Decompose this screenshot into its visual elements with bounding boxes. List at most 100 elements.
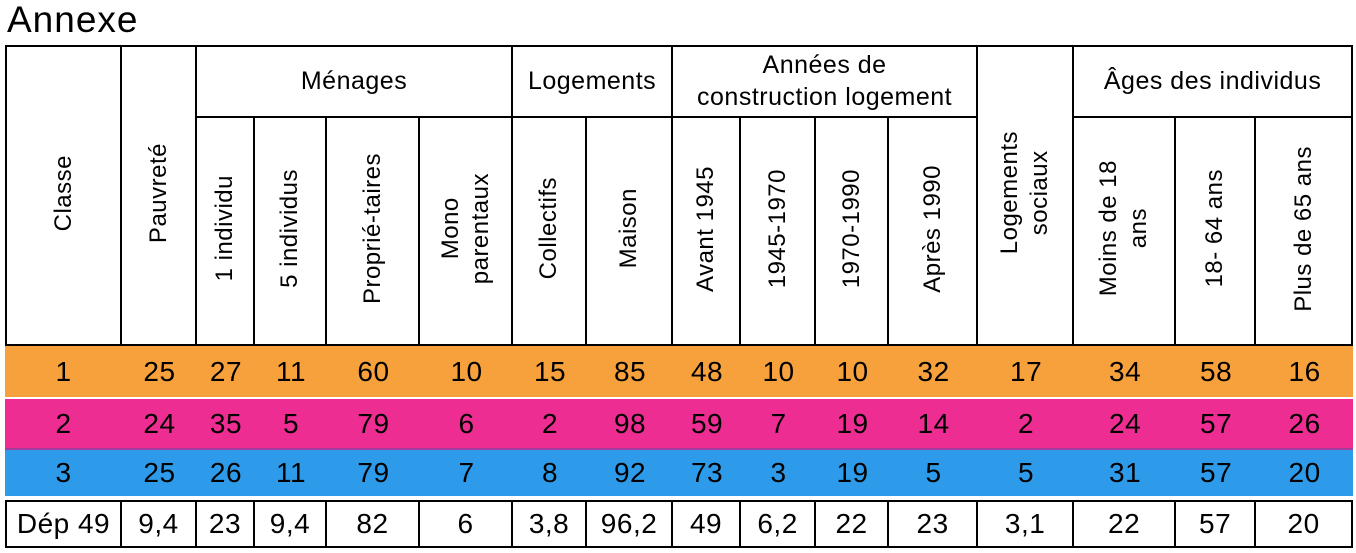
header-apres-1990: Après 1990 xyxy=(889,118,979,346)
cell: 20 xyxy=(1256,448,1354,500)
row-label: 2 xyxy=(5,397,122,448)
header-maison: Maison xyxy=(587,118,674,346)
cell: 26 xyxy=(1256,397,1354,448)
header-mono-parentaux-label: Mono parentaux xyxy=(436,173,496,284)
header-maison-label: Maison xyxy=(615,188,643,269)
header-1-individu-label: 1 individu xyxy=(211,175,238,282)
cell: 9,4 xyxy=(122,500,197,548)
cell: 23 xyxy=(889,500,979,548)
cell: 7 xyxy=(420,448,514,500)
cell: 19 xyxy=(816,448,890,500)
header-collectifs-label: Collectifs xyxy=(535,177,563,280)
cell: 82 xyxy=(327,500,420,548)
cell: 24 xyxy=(1074,397,1177,448)
cell: 10 xyxy=(450,355,483,387)
mono-line1: Mono xyxy=(436,197,464,260)
row-label: 3 xyxy=(5,448,122,500)
cell: 3,1 xyxy=(978,500,1075,548)
cell: 79 xyxy=(327,397,420,448)
group-menages: Ménages xyxy=(197,45,514,118)
cell: 73 xyxy=(673,448,742,500)
cell: 26 xyxy=(197,448,255,500)
cell: 20 xyxy=(1256,500,1354,548)
cell: 5 xyxy=(889,448,979,500)
header-18-64-ans-label: 18- 64 ans xyxy=(1201,169,1229,288)
group-logements: Logements xyxy=(513,45,674,118)
group-ages: Âges des individus xyxy=(1074,45,1354,118)
cell: 6 xyxy=(420,500,514,548)
header-classe-label: Classe xyxy=(49,154,77,232)
cell: 58 xyxy=(1200,355,1233,387)
header-1970-1990-label: 1970-1990 xyxy=(837,168,865,289)
header-pauvrete-label: Pauvreté xyxy=(144,142,172,244)
header-logements-sociaux: Logements sociaux xyxy=(978,45,1075,346)
page-title: Annexe xyxy=(7,0,139,40)
header-plus-65-ans: Plus de 65 ans xyxy=(1256,118,1354,346)
table-row-class-2: 2 24 35 5 79 6 2 98 59 7 19 14 2 24 57 2… xyxy=(5,397,1354,448)
header-apres-1990-label: Après 1990 xyxy=(918,164,946,293)
cell: 5 xyxy=(978,448,1075,500)
header-moins-18-ans: Moins de 18 ans xyxy=(1074,118,1177,346)
header-mono-parentaux: Mono parentaux xyxy=(420,118,514,346)
cell: 57 xyxy=(1176,448,1257,500)
header-5-individus-label: 5 individus xyxy=(276,169,303,288)
header-1-individu: 1 individu xyxy=(197,118,255,346)
moins-18-line2: ans xyxy=(1125,208,1153,249)
cell: 7 xyxy=(741,397,817,448)
cell: 11 xyxy=(255,448,327,500)
cell: 19 xyxy=(816,397,890,448)
cell: 23 xyxy=(197,500,255,548)
cell: 27 xyxy=(209,355,243,387)
cell: 31 xyxy=(1074,448,1177,500)
row-label: Dép 49 xyxy=(5,500,122,548)
cell: 24 xyxy=(122,397,197,448)
cell: 96,2 xyxy=(587,500,674,548)
logements-sociaux-line2: sociaux xyxy=(1026,150,1054,236)
cell: 14 xyxy=(889,397,979,448)
cell: 85 xyxy=(613,355,647,387)
group-annees-line2: construction logement xyxy=(697,82,953,111)
cell: 11 xyxy=(275,355,307,387)
cell: 34 xyxy=(1109,355,1142,387)
cell: 2 xyxy=(978,397,1075,448)
table-row-class-1: 1 25 27 11 60 10 15 85 48 10 10 32 17 34… xyxy=(5,346,1354,397)
cell: 60 xyxy=(357,355,390,387)
annex-table: Classe Pauvreté Ménages Logements Années… xyxy=(5,45,1354,548)
mono-line2: parentaux xyxy=(466,172,494,285)
table-row-dep-49: Dép 49 9,4 23 9,4 82 6 3,8 96,2 49 6,2 2… xyxy=(5,500,1354,548)
cell: 10 xyxy=(836,355,869,387)
group-header-row: Classe Pauvreté Ménages Logements Années… xyxy=(5,45,1354,346)
cell: 22 xyxy=(1074,500,1177,548)
header-18-64-ans: 18- 64 ans xyxy=(1176,118,1257,346)
header-5-individus: 5 individus xyxy=(255,118,327,346)
cell: 6 xyxy=(420,397,514,448)
cell: 5 xyxy=(255,397,327,448)
moins-18-line1: Moins de 18 xyxy=(1095,160,1123,297)
header-pauvrete: Pauvreté xyxy=(122,45,197,346)
cell: 35 xyxy=(197,397,255,448)
header-avant-1945-label: Avant 1945 xyxy=(692,165,720,292)
header-moins-18-ans-label: Moins de 18 ans xyxy=(1094,160,1154,296)
logements-sociaux-line1: Logements xyxy=(996,131,1024,255)
header-avant-1945: Avant 1945 xyxy=(673,118,742,346)
group-annees-construction: Années de construction logement xyxy=(673,45,979,118)
cell: 49 xyxy=(673,500,742,548)
header-proprietaires-label: Proprié-taires xyxy=(358,152,386,305)
header-plus-65-ans-label: Plus de 65 ans xyxy=(1289,145,1317,312)
header-collectifs: Collectifs xyxy=(513,118,588,346)
cell: 25 xyxy=(143,355,176,387)
header-proprietaires: Proprié-taires xyxy=(327,118,420,346)
cell: 9,4 xyxy=(255,500,327,548)
group-annees-line1: Années de xyxy=(762,51,887,80)
cell: 48 xyxy=(690,355,724,387)
cell: 8 xyxy=(513,448,588,500)
cell: 98 xyxy=(587,397,674,448)
cell: 57 xyxy=(1176,397,1257,448)
sub-header-row: 1 individu 5 individus Proprié-taires Mo… xyxy=(5,118,1354,346)
cell: 79 xyxy=(327,448,420,500)
header-1945-1970-label: 1945-1970 xyxy=(763,168,791,289)
cell: 22 xyxy=(816,500,890,548)
cell: 17 xyxy=(1010,355,1043,387)
cell: 25 xyxy=(122,448,197,500)
